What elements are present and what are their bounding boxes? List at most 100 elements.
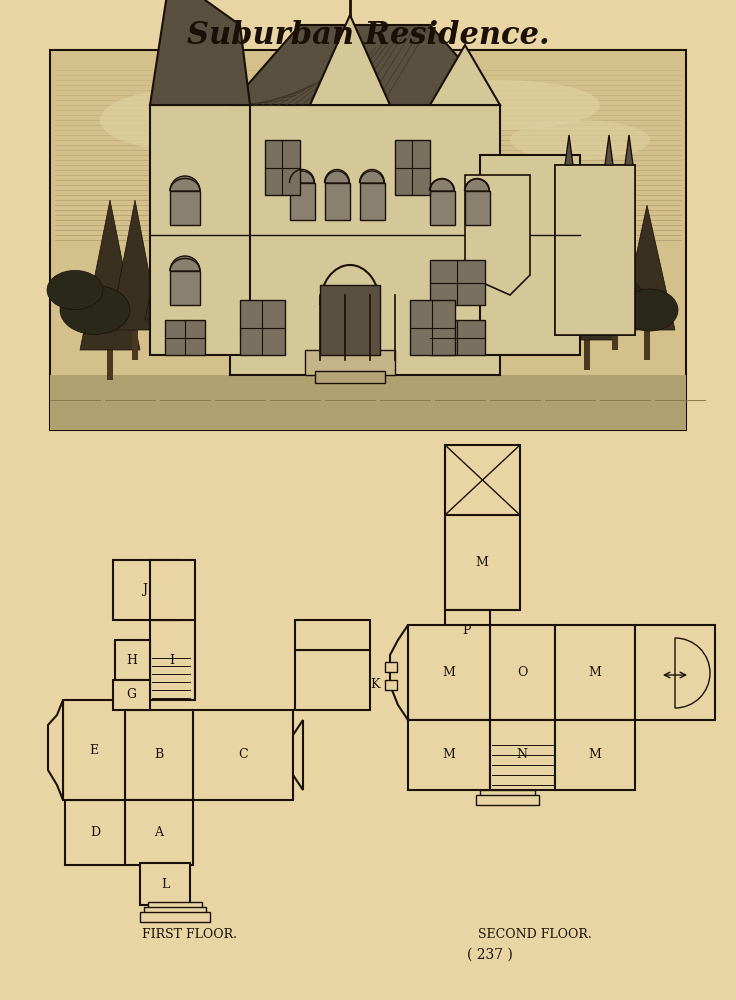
Text: L: L — [161, 878, 169, 890]
Bar — [113, 560, 178, 620]
Text: FIRST FLOOR.: FIRST FLOOR. — [143, 928, 238, 942]
Text: SECOND FLOOR.: SECOND FLOOR. — [478, 928, 592, 942]
Ellipse shape — [100, 90, 260, 150]
Bar — [395, 140, 430, 195]
Text: H: H — [127, 654, 138, 666]
Polygon shape — [293, 720, 303, 790]
Text: M: M — [589, 748, 601, 762]
Text: G: G — [126, 688, 136, 702]
Text: ( 237 ): ( 237 ) — [467, 948, 513, 962]
Bar — [50, 50, 686, 430]
Ellipse shape — [622, 289, 678, 331]
Bar — [305, 350, 395, 375]
Bar — [125, 710, 193, 800]
Bar — [193, 710, 293, 800]
Bar — [63, 700, 125, 800]
Wedge shape — [325, 171, 349, 183]
Bar — [295, 620, 370, 650]
Bar — [150, 560, 195, 620]
Ellipse shape — [585, 277, 645, 322]
Text: M: M — [475, 556, 489, 570]
Bar — [140, 912, 210, 922]
Polygon shape — [150, 0, 250, 105]
Bar — [408, 625, 490, 720]
Wedge shape — [675, 638, 710, 708]
Bar — [612, 320, 618, 350]
Bar — [230, 105, 500, 375]
Wedge shape — [360, 171, 384, 183]
Wedge shape — [170, 176, 200, 191]
Bar — [385, 662, 397, 672]
Bar — [555, 165, 635, 335]
Text: C: C — [238, 748, 248, 762]
Bar — [150, 105, 250, 355]
Bar — [165, 320, 205, 355]
Bar — [125, 800, 193, 865]
Wedge shape — [430, 179, 454, 191]
Bar — [644, 330, 650, 360]
Wedge shape — [290, 171, 314, 183]
Polygon shape — [625, 135, 633, 165]
Polygon shape — [590, 200, 640, 320]
Polygon shape — [465, 175, 530, 295]
Bar — [148, 902, 202, 912]
Polygon shape — [560, 210, 615, 340]
Polygon shape — [80, 200, 140, 350]
Text: I: I — [169, 654, 174, 666]
Bar — [107, 350, 113, 380]
Bar — [140, 863, 190, 905]
Bar — [325, 183, 350, 220]
Bar — [555, 720, 635, 790]
Ellipse shape — [510, 120, 650, 160]
Text: N: N — [517, 748, 528, 762]
Bar — [445, 610, 490, 650]
Bar — [490, 625, 555, 720]
Bar — [445, 515, 520, 610]
Bar — [315, 371, 385, 383]
Polygon shape — [230, 25, 500, 105]
Bar — [113, 680, 150, 710]
Text: D: D — [90, 826, 100, 840]
Bar — [290, 183, 315, 220]
Wedge shape — [465, 179, 489, 191]
Bar — [295, 650, 370, 710]
Bar — [480, 790, 535, 800]
Bar — [50, 375, 686, 430]
Polygon shape — [110, 200, 160, 330]
Ellipse shape — [543, 281, 607, 329]
Wedge shape — [170, 256, 200, 271]
Bar — [635, 625, 715, 720]
Polygon shape — [390, 625, 408, 720]
Polygon shape — [620, 205, 675, 330]
Polygon shape — [48, 700, 63, 800]
Text: B: B — [155, 748, 163, 762]
Polygon shape — [605, 135, 613, 165]
Bar — [430, 191, 455, 225]
Bar — [480, 155, 580, 355]
Bar — [385, 680, 397, 690]
Bar — [265, 140, 300, 195]
Ellipse shape — [400, 80, 600, 130]
Polygon shape — [565, 135, 573, 165]
Bar — [170, 191, 200, 225]
Bar — [65, 800, 125, 865]
Polygon shape — [310, 15, 390, 105]
Text: O: O — [517, 666, 527, 680]
Text: M: M — [589, 666, 601, 680]
Text: Suburban Residence.: Suburban Residence. — [187, 19, 549, 50]
Bar — [465, 191, 490, 225]
Bar — [445, 445, 520, 515]
Bar — [164, 320, 170, 350]
Bar — [144, 907, 206, 917]
Bar — [320, 285, 380, 355]
Text: M: M — [442, 666, 456, 680]
Bar — [240, 300, 285, 355]
Bar — [584, 340, 590, 370]
Polygon shape — [430, 45, 500, 105]
Text: A: A — [155, 826, 163, 840]
Bar — [476, 795, 539, 805]
Ellipse shape — [60, 286, 130, 334]
Text: E: E — [90, 744, 99, 756]
Bar — [555, 165, 635, 335]
Bar — [170, 271, 200, 305]
